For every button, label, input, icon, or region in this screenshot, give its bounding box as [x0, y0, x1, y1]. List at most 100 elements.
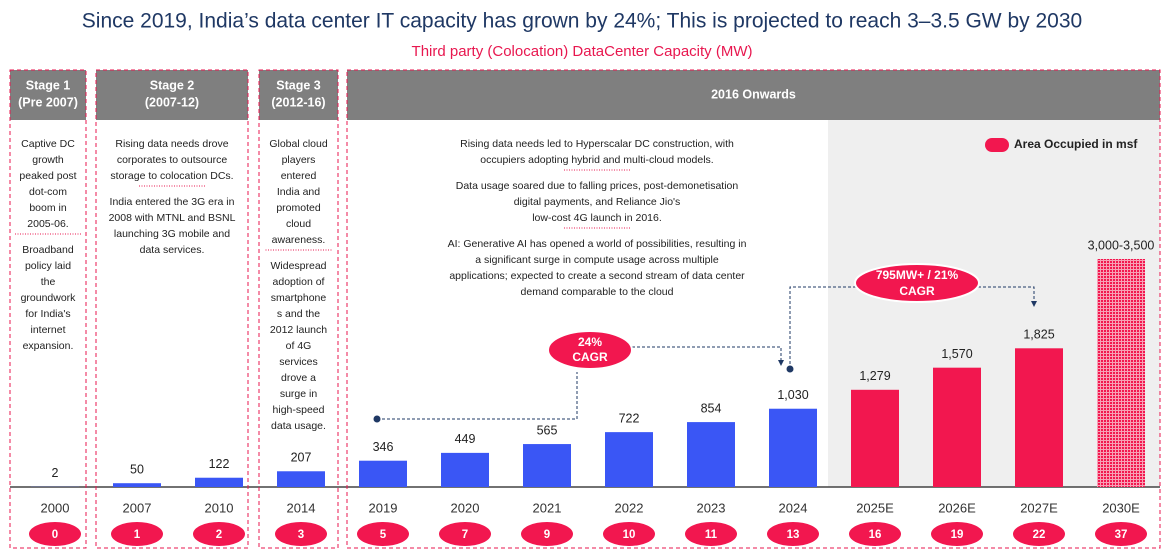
- annotation: 795MW+ / 21%: [876, 268, 959, 282]
- stage-note: applications; expected to create a secon…: [449, 270, 745, 282]
- area-label: 13: [787, 529, 800, 541]
- bar: [605, 432, 653, 487]
- chart-title: Since 2019, India’s data center IT capac…: [82, 10, 1082, 33]
- stage-note: dot-com: [29, 186, 67, 198]
- bar: [523, 444, 571, 487]
- data-label: 565: [537, 423, 558, 437]
- connector: [978, 286, 1037, 307]
- area-label: 22: [1033, 529, 1046, 541]
- area-label: 16: [869, 529, 882, 541]
- area-bubble: [603, 522, 655, 546]
- stage-note: for India's: [25, 308, 70, 320]
- stage-note: smartphone: [271, 292, 327, 304]
- area-label: 5: [380, 529, 387, 541]
- bar: [359, 460, 407, 487]
- connector: [632, 346, 784, 366]
- stage-note: the: [41, 276, 56, 288]
- data-label: 449: [455, 432, 476, 446]
- x-tick-label: 2023: [697, 500, 726, 515]
- stage-title: (2007-12): [145, 95, 199, 109]
- stage-note: drove a: [281, 372, 316, 384]
- stage-title: Stage 3: [276, 78, 321, 92]
- data-label: 207: [291, 451, 312, 465]
- stage-note: Data usage soared due to falling prices,…: [456, 180, 739, 192]
- x-tick-label: 2007: [123, 500, 152, 515]
- area-label: 7: [462, 529, 468, 541]
- stage-note: launching 3G mobile and: [114, 228, 230, 240]
- annotation: 24%: [578, 335, 602, 349]
- stage-header: [10, 70, 86, 120]
- stage-note: Widespread: [270, 260, 326, 272]
- cagr-bubble: [854, 263, 980, 303]
- area-bubble: [193, 522, 245, 546]
- x-tick-label: 2022: [615, 500, 644, 515]
- x-tick-label: 2000: [41, 500, 70, 515]
- data-label: 3,000-3,500: [1088, 238, 1155, 252]
- stage-note: AI: Generative AI has opened a world of …: [448, 238, 747, 250]
- data-label: 50: [130, 462, 144, 476]
- data-label: 1,030: [777, 388, 808, 402]
- area-bubble: [849, 522, 901, 546]
- stage-note: groundwork: [21, 292, 77, 304]
- annotation: CAGR: [572, 350, 608, 364]
- stage-box: [9, 69, 87, 549]
- stage-note: players: [282, 154, 316, 166]
- stage-title: Stage 1: [26, 78, 71, 92]
- stage-note: Captive DC: [21, 138, 75, 150]
- stage-box: [346, 69, 1161, 549]
- data-label: 1,570: [941, 347, 972, 361]
- stage-note: services: [279, 356, 318, 368]
- stage-note: cloud: [286, 218, 311, 230]
- stage-title: (2012-16): [271, 95, 325, 109]
- stage-note: 2005-06.: [27, 218, 68, 230]
- stage-note: promoted: [276, 202, 321, 214]
- area-bubble: [357, 522, 409, 546]
- stage-note: boom in: [29, 202, 67, 214]
- stage-note: storage to colocation DCs.: [110, 170, 233, 182]
- stage-note: digital payments, and Reliance Jio's: [514, 196, 681, 208]
- data-label: 1,279: [859, 369, 890, 383]
- area-bubble: [1095, 522, 1147, 546]
- stage-note: occupiers adopting hybrid and multi-clou…: [480, 154, 713, 166]
- area-bubble: [111, 522, 163, 546]
- stage-note: policy laid: [25, 260, 71, 272]
- stage-note: surge in: [280, 388, 318, 400]
- stage-note: entered: [281, 170, 317, 182]
- x-tick-label: 2014: [287, 500, 316, 515]
- x-tick-label: 2024: [779, 500, 808, 515]
- stage-note: a significant surge in compute usage acr…: [475, 254, 719, 266]
- chart-subtitle: Third party (Colocation) DataCenter Capa…: [412, 43, 753, 60]
- bar: [113, 483, 161, 487]
- stage-note: 2008 with MTNL and BSNL: [109, 212, 236, 224]
- area-bubble: [521, 522, 573, 546]
- area-label: 37: [1115, 529, 1128, 541]
- annotation: CAGR: [899, 284, 935, 298]
- legend-label: Area Occupied in msf: [1014, 137, 1138, 151]
- stage-note: demand comparable to the cloud: [521, 286, 674, 298]
- stage-note: Global cloud: [269, 138, 328, 150]
- stage-note: India entered the 3G era in: [110, 196, 235, 208]
- bar: [769, 408, 817, 487]
- bar: [1097, 259, 1145, 487]
- x-tick-label: 2025E: [856, 500, 894, 515]
- connector-dot: [373, 415, 381, 423]
- bar: [851, 389, 899, 487]
- connector: [789, 286, 856, 369]
- connector: [377, 372, 578, 420]
- stage-note: 2012 launch: [270, 324, 327, 336]
- stage-note: expansion.: [23, 340, 74, 352]
- cagr-bubble: [547, 330, 633, 370]
- area-label: 9: [544, 529, 550, 541]
- area-bubble: [685, 522, 737, 546]
- stage-note: Broadband: [22, 244, 74, 256]
- x-tick-label: 2021: [533, 500, 562, 515]
- stage-title: 2016 Onwards: [711, 87, 796, 101]
- legend-swatch: [985, 138, 1009, 152]
- area-label: 19: [951, 529, 964, 541]
- stage-title: Stage 2: [150, 78, 195, 92]
- area-bubble: [29, 522, 81, 546]
- bar: [1015, 348, 1063, 487]
- stage-note: adoption of: [273, 276, 325, 288]
- x-tick-label: 2030E: [1102, 500, 1140, 515]
